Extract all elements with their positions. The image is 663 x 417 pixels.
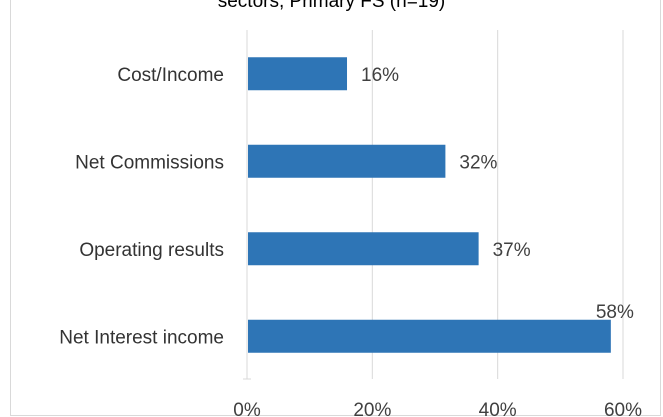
bar — [248, 319, 611, 353]
bar — [248, 232, 479, 266]
bars — [248, 57, 611, 353]
bar — [248, 57, 348, 91]
data-label: 37% — [493, 240, 531, 261]
category-label: Net Interest income — [59, 327, 224, 348]
x-tick-label: 0% — [233, 400, 261, 417]
data-label: 58% — [596, 302, 634, 323]
x-tick-label: 20% — [353, 400, 391, 417]
bar — [248, 144, 446, 178]
chart-frame — [10, 0, 661, 416]
category-label: Cost/Income — [117, 65, 224, 86]
category-label: Net Commissions — [75, 152, 224, 173]
data-label: 32% — [459, 152, 497, 173]
category-labels: Cost/Income Net Commissions Operating resu… — [59, 65, 224, 349]
x-tick-label: 60% — [604, 400, 642, 417]
x-tick-label: 40% — [479, 400, 517, 417]
x-tick-labels: 0% 20% 40% 60% — [233, 400, 642, 417]
data-label: 16% — [361, 65, 399, 86]
chart-title: sectors, Primary FS (n=19) — [217, 0, 446, 12]
category-label: Operating results — [79, 240, 224, 261]
data-labels: 16% 32% 37% 58% — [361, 65, 634, 323]
